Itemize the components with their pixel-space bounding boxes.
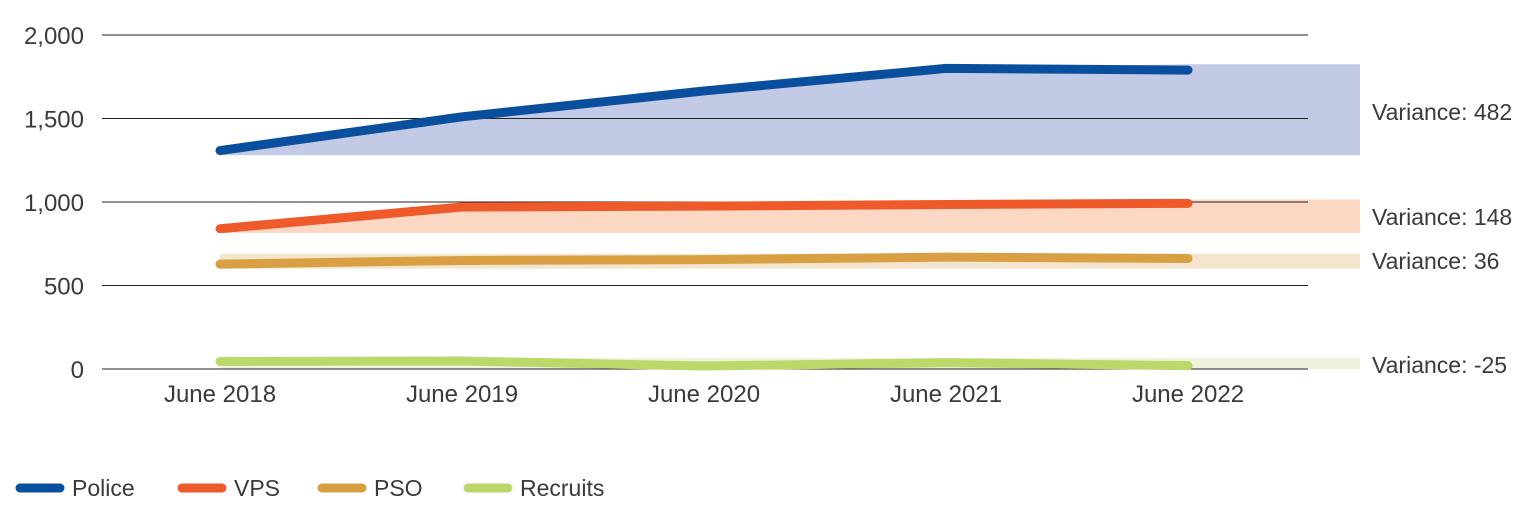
y-tick-label: 2,000 <box>24 23 84 50</box>
series-line-vps <box>215 198 1193 234</box>
y-tick-label: 500 <box>44 274 84 301</box>
legend-label-recruits: Recruits <box>520 475 604 501</box>
variance-label-vps: Variance: 148 <box>1372 204 1512 230</box>
x-tick-label: June 2020 <box>648 381 760 408</box>
x-tick-label: June 2018 <box>164 381 276 408</box>
x-tick-label: June 2019 <box>406 381 518 408</box>
legend-label-pso: PSO <box>374 475 423 501</box>
variance-band-police <box>220 64 1360 156</box>
variance-label-recruits: Variance: -25 <box>1372 352 1507 378</box>
y-tick-label: 0 <box>71 357 84 384</box>
legend-label-vps: VPS <box>234 475 280 501</box>
series-line-police <box>215 63 1193 156</box>
y-tick-label: 1,000 <box>24 190 84 217</box>
variance-label-pso: Variance: 36 <box>1372 248 1499 274</box>
series-line-pso <box>215 252 1193 269</box>
variance-label-police: Variance: 482 <box>1372 99 1512 125</box>
x-tick-label: June 2021 <box>890 381 1002 408</box>
y-tick-label: 1,500 <box>24 107 84 134</box>
series-line-recruits <box>215 356 1193 371</box>
legend-label-police: Police <box>72 475 135 501</box>
x-tick-label: June 2022 <box>1132 381 1244 408</box>
